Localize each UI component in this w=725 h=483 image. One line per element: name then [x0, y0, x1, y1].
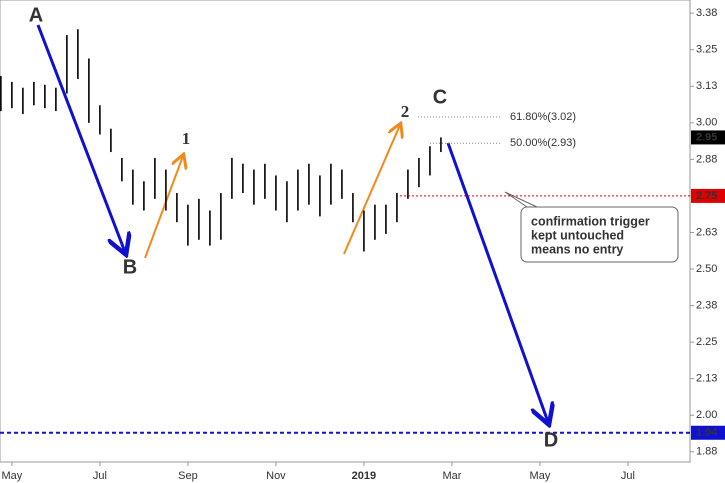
x-tick-label: Sep [178, 470, 198, 482]
wave-label: C [433, 86, 447, 108]
price-tag [691, 425, 725, 440]
y-tick-label: 3.00 [696, 117, 717, 129]
plot-frame [0, 0, 691, 463]
price-tag [691, 130, 725, 145]
y-tick-label: 2.00 [696, 409, 717, 421]
x-tick-label: Jul [621, 470, 635, 482]
callout-text: kept untouched [531, 228, 624, 242]
y-tick-label: 1.88 [696, 446, 717, 458]
wave-arrow [36, 24, 125, 252]
wave-label: B [123, 256, 137, 278]
y-tick-label: 2.63 [696, 226, 717, 238]
wave-label: A [29, 4, 43, 26]
y-tick-label: 2.88 [696, 153, 717, 165]
wave-label: D [544, 429, 558, 451]
price-tag-label: 2.75 [696, 190, 717, 202]
callout-text: means no entry [531, 242, 623, 256]
y-tick-label: 3.25 [696, 44, 717, 56]
x-tick-label: Mar [442, 470, 461, 482]
callout-text: confirmation trigger [531, 214, 650, 228]
x-tick-label: Jul [93, 470, 107, 482]
price-tag-label: 1.94 [696, 427, 718, 439]
price-tag-label: 2.95 [696, 131, 717, 143]
y-tick-label: 2.25 [696, 336, 717, 348]
fib-label: 50.00%(2.93) [510, 137, 576, 149]
y-tick-label: 3.13 [696, 80, 717, 92]
y-tick-label: 3.38 [696, 7, 717, 19]
price-tag [691, 188, 725, 203]
x-tick-label: Nov [266, 470, 286, 482]
x-tick-label: 2019 [352, 470, 376, 482]
wave-label: 1 [182, 129, 191, 148]
y-tick-label: 2.38 [696, 299, 717, 311]
fib-label: 61.80%(3.02) [510, 111, 576, 123]
y-tick-label: 2.13 [696, 373, 717, 385]
wave-arrow [343, 125, 400, 255]
callout-pointer [504, 191, 538, 208]
callout-box [520, 206, 679, 263]
y-tick-label: 2.50 [696, 263, 717, 275]
wave-label: 2 [401, 102, 410, 121]
wave-arrow [446, 142, 548, 422]
x-tick-label: May [1, 470, 22, 482]
x-tick-label: May [530, 470, 551, 482]
wave-arrow [144, 156, 183, 259]
